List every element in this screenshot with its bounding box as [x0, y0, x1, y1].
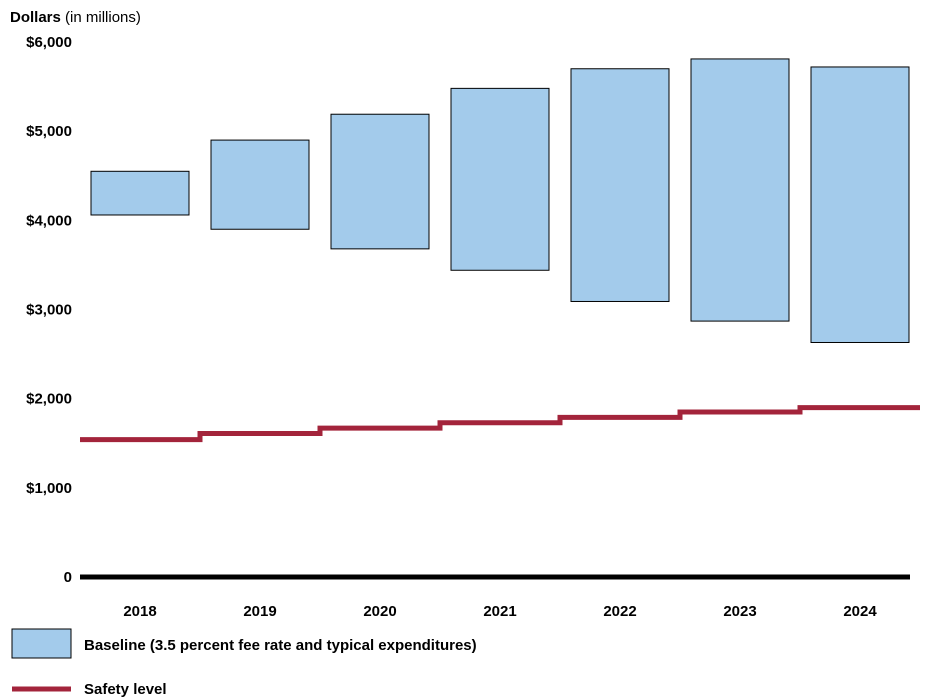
y-tick-label: $4,000: [26, 212, 72, 229]
x-tick-labels: 2018 2019 2020 2021 2022 2023 2024: [123, 603, 877, 620]
y-tick-label: $3,000: [26, 302, 72, 319]
baseline-bar-2022: [570, 68, 670, 302]
legend: Baseline (3.5 percent fee rate and typic…: [11, 628, 477, 698]
baseline-bars: [90, 58, 910, 343]
baseline-bar-2019: [210, 139, 310, 230]
baseline-bar-2018: [90, 170, 190, 216]
x-tick-label: 2018: [123, 603, 156, 620]
safety-level-line: [80, 405, 920, 443]
baseline-bar-2021: [450, 87, 550, 271]
x-tick-label: 2020: [363, 603, 396, 620]
y-tick-label: $2,000: [26, 391, 72, 408]
y-tick-label: $1,000: [26, 480, 72, 497]
x-tick-label: 2024: [843, 603, 877, 620]
y-tick-label: 0: [64, 569, 72, 586]
y-axis-label-rest: (in millions): [61, 9, 141, 26]
x-tick-label: 2019: [243, 603, 276, 620]
baseline-bar-2024: [810, 66, 910, 343]
y-axis-label-bold: Dollars: [10, 9, 61, 26]
baseline-bar-2023: [690, 58, 790, 322]
y-tick-labels: $6,000 $5,000 $4,000 $3,000 $2,000 $1,000 0: [26, 34, 72, 586]
y-tick-label: $5,000: [26, 123, 72, 140]
y-axis-label: Dollars (in millions): [10, 9, 141, 26]
x-tick-label: 2021: [483, 603, 516, 620]
legend-safety-label: Safety level: [84, 681, 167, 698]
x-tick-label: 2022: [603, 603, 636, 620]
baseline-bar-2020: [330, 113, 430, 250]
legend-baseline-label: Baseline (3.5 percent fee rate and typic…: [84, 637, 477, 654]
x-tick-label: 2023: [723, 603, 756, 620]
y-tick-label: $6,000: [26, 34, 72, 51]
legend-baseline-swatch: [11, 628, 72, 659]
